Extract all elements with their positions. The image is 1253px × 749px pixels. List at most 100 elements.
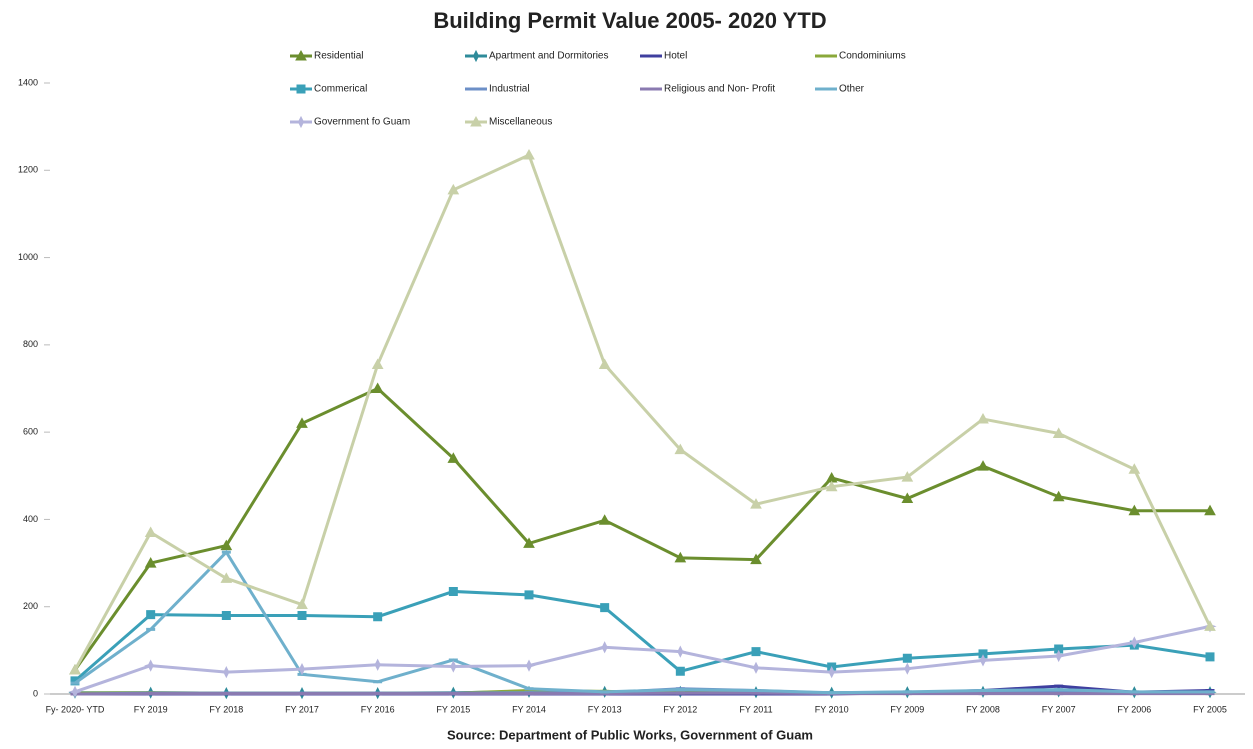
data-point: [371, 358, 384, 369]
legend-marker: [646, 87, 656, 91]
data-point: [1052, 490, 1065, 502]
x-tick-label: FY 2010: [815, 704, 849, 714]
data-point: [69, 663, 81, 675]
x-tick-label: FY 2007: [1042, 704, 1076, 714]
x-tick-label: FY 2018: [209, 704, 243, 714]
x-tick-label: FY 2013: [588, 704, 622, 714]
data-point: [1129, 690, 1139, 694]
y-tick-label: 1200: [18, 165, 38, 175]
legend-marker: [469, 49, 483, 63]
series-line: [73, 152, 1212, 671]
data-point: [674, 443, 687, 455]
legend-label: Commerical: [314, 84, 367, 95]
x-tick-label: FY 2009: [890, 704, 924, 714]
data-point: [976, 654, 990, 667]
x-tick-label: FY 2016: [361, 704, 395, 714]
data-point: [598, 514, 611, 525]
data-point: [448, 658, 458, 662]
data-point: [675, 666, 685, 676]
legend-label: Apartment and Dormitories: [489, 51, 609, 62]
y-tick-label: 800: [23, 339, 38, 349]
data-point: [827, 691, 837, 695]
data-point: [751, 647, 761, 657]
data-point: [144, 557, 157, 568]
data-point: [674, 551, 687, 563]
data-point: [144, 526, 157, 538]
series-line: [74, 691, 1210, 696]
data-point: [1054, 684, 1064, 688]
legend-marker: [295, 49, 307, 61]
data-point: [673, 645, 687, 658]
data-point: [675, 688, 685, 692]
data-point: [1054, 644, 1064, 654]
data-point: [598, 358, 611, 369]
data-point: [1128, 504, 1141, 516]
data-point: [977, 460, 989, 471]
data-point: [598, 641, 612, 654]
legend-label: Miscellaneous: [489, 117, 552, 128]
series-line: [74, 549, 1210, 695]
data-point: [297, 610, 307, 620]
data-point: [146, 610, 156, 620]
data-point: [978, 692, 988, 696]
source-note: Source: Department of Public Works, Gove…: [447, 727, 813, 742]
data-point: [1205, 690, 1215, 694]
data-point: [901, 471, 914, 482]
data-point: [600, 690, 610, 694]
data-point: [977, 413, 989, 424]
data-point: [295, 663, 309, 676]
data-point: [146, 692, 156, 696]
y-tick-label: 1400: [18, 77, 38, 87]
data-point: [1204, 620, 1216, 631]
legend-label: Other: [839, 84, 865, 95]
data-point: [296, 417, 308, 428]
data-point: [750, 553, 762, 565]
data-point: [219, 666, 233, 679]
x-tick-label: FY 2005: [1193, 704, 1227, 714]
series-line: [74, 589, 1211, 683]
data-point: [523, 148, 535, 160]
legend-marker: [470, 115, 482, 127]
data-point: [373, 612, 383, 622]
data-point: [1054, 692, 1064, 696]
data-point: [522, 659, 536, 672]
data-point: [900, 662, 914, 675]
y-tick-label: 0: [33, 688, 38, 698]
data-point: [447, 452, 460, 463]
data-point: [675, 691, 685, 695]
series-line: [74, 624, 1211, 694]
x-tick-label: Fy- 2020- YTD: [46, 704, 105, 714]
data-point: [978, 689, 988, 693]
legend-label: Residential: [314, 51, 363, 62]
data-point: [221, 550, 231, 554]
data-point: [371, 658, 385, 671]
data-point: [446, 660, 460, 673]
data-point: [902, 653, 912, 663]
legend-marker: [821, 87, 831, 91]
data-point: [297, 692, 307, 696]
data-point: [70, 681, 80, 685]
data-point: [524, 590, 534, 600]
data-point: [901, 492, 914, 503]
data-point: [447, 183, 460, 195]
x-tick-label: FY 2012: [663, 704, 697, 714]
data-point: [371, 382, 384, 393]
data-point: [749, 661, 763, 674]
x-tick-label: FY 2008: [966, 704, 1000, 714]
data-point: [751, 691, 761, 695]
data-point: [751, 689, 761, 693]
legend-label: Government fo Guam: [314, 117, 410, 128]
x-tick-label: FY 2017: [285, 704, 319, 714]
y-tick-label: 600: [23, 427, 38, 437]
x-tick-label: FY 2006: [1117, 704, 1151, 714]
data-point: [144, 659, 158, 672]
data-point: [1052, 649, 1066, 663]
data-point: [296, 598, 308, 610]
data-point: [220, 572, 233, 583]
data-point: [448, 586, 458, 596]
legend-marker: [646, 54, 656, 58]
data-point: [146, 627, 156, 631]
x-tick-label: FY 2019: [134, 704, 168, 714]
legend-marker: [821, 54, 831, 58]
